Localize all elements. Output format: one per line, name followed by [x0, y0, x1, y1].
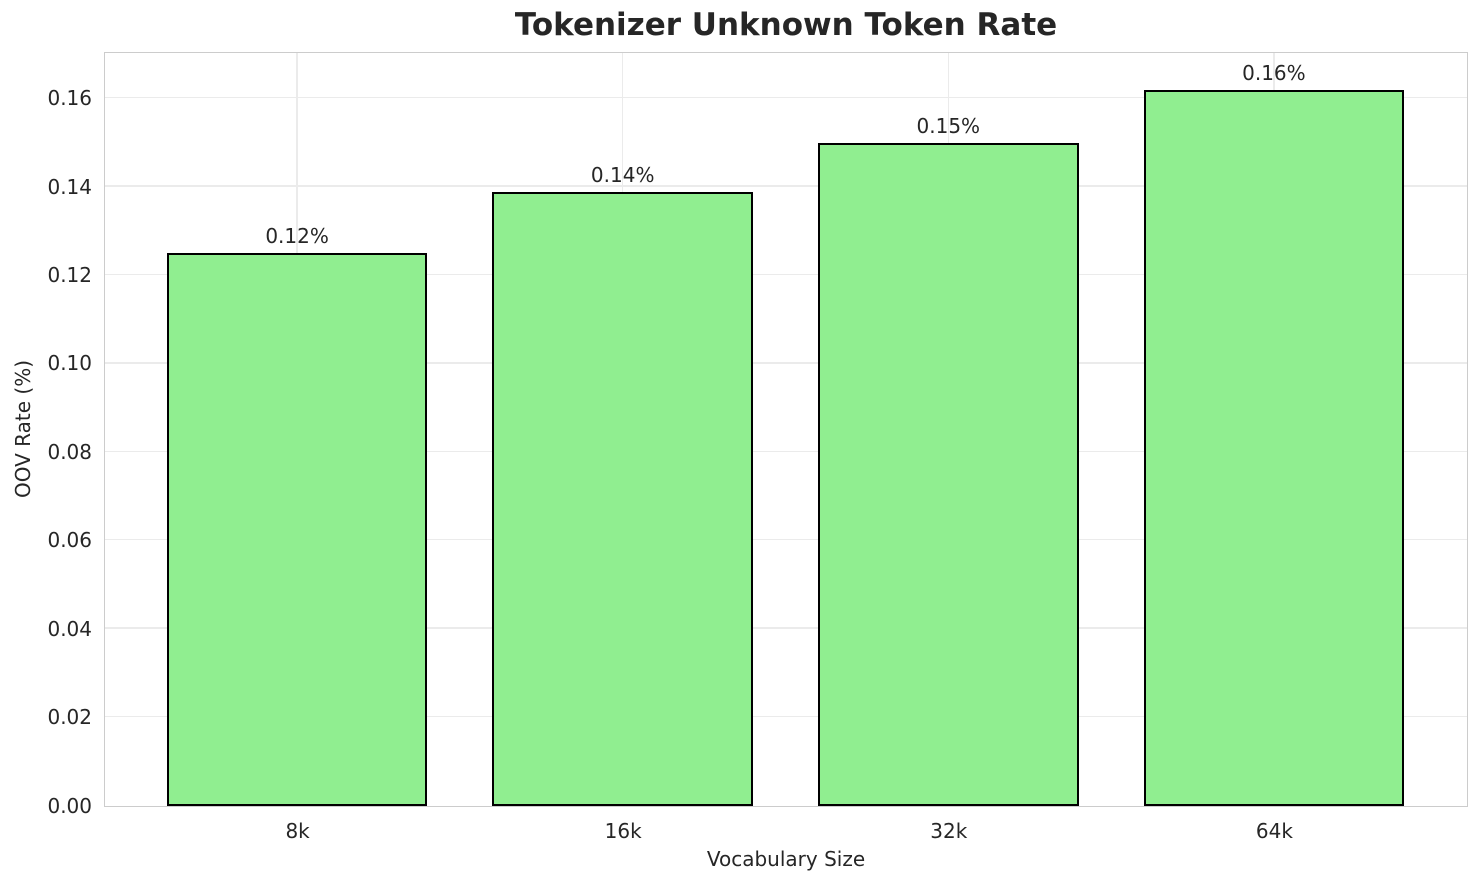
bar-8k: [166, 253, 428, 806]
y-gridline: [105, 273, 1467, 276]
y-tick-label: 0.00: [47, 793, 92, 818]
y-tick-label: 0.06: [47, 528, 92, 553]
bar-value-label: 0.15%: [916, 113, 981, 138]
x-axis-label: Vocabulary Size: [706, 847, 866, 871]
y-gridline: [105, 627, 1467, 629]
bar-16k: [492, 191, 753, 806]
y-tick-label: 0.02: [47, 705, 92, 730]
bar-32k: [818, 142, 1079, 806]
plot-area: 0.12% 0.14% 0.15% 0.16%: [104, 52, 1468, 807]
y-gridline: [105, 715, 1467, 718]
y-tick-label: 0.08: [47, 439, 92, 464]
y-tick-label: 0.10: [47, 351, 92, 376]
y-gridline: [105, 96, 1467, 99]
bar-value-label: 0.16%: [1242, 60, 1306, 85]
y-tick-label: 0.12: [47, 262, 92, 287]
chart-title: Tokenizer Unknown Token Rate: [514, 7, 1058, 43]
y-gridline: [105, 539, 1467, 541]
bar-value-label: 0.12%: [265, 224, 329, 249]
y-tick-label: 0.04: [47, 616, 92, 641]
y-tick-label: 0.16: [47, 86, 92, 111]
y-gridline: [105, 450, 1467, 453]
x-tick-label-8k: 8k: [285, 819, 310, 843]
y-tick-label: 0.14: [47, 174, 92, 199]
x-tick-label-32k: 32k: [930, 819, 968, 843]
y-axis-label: OOV Rate (%): [11, 360, 35, 498]
x-tick-label-16k: 16k: [604, 819, 642, 843]
bar-value-label: 0.14%: [590, 162, 655, 187]
y-gridline: [105, 362, 1467, 364]
x-tick-label-64k: 64k: [1255, 819, 1293, 843]
bar-64k: [1143, 89, 1405, 806]
y-gridline: [105, 185, 1467, 187]
